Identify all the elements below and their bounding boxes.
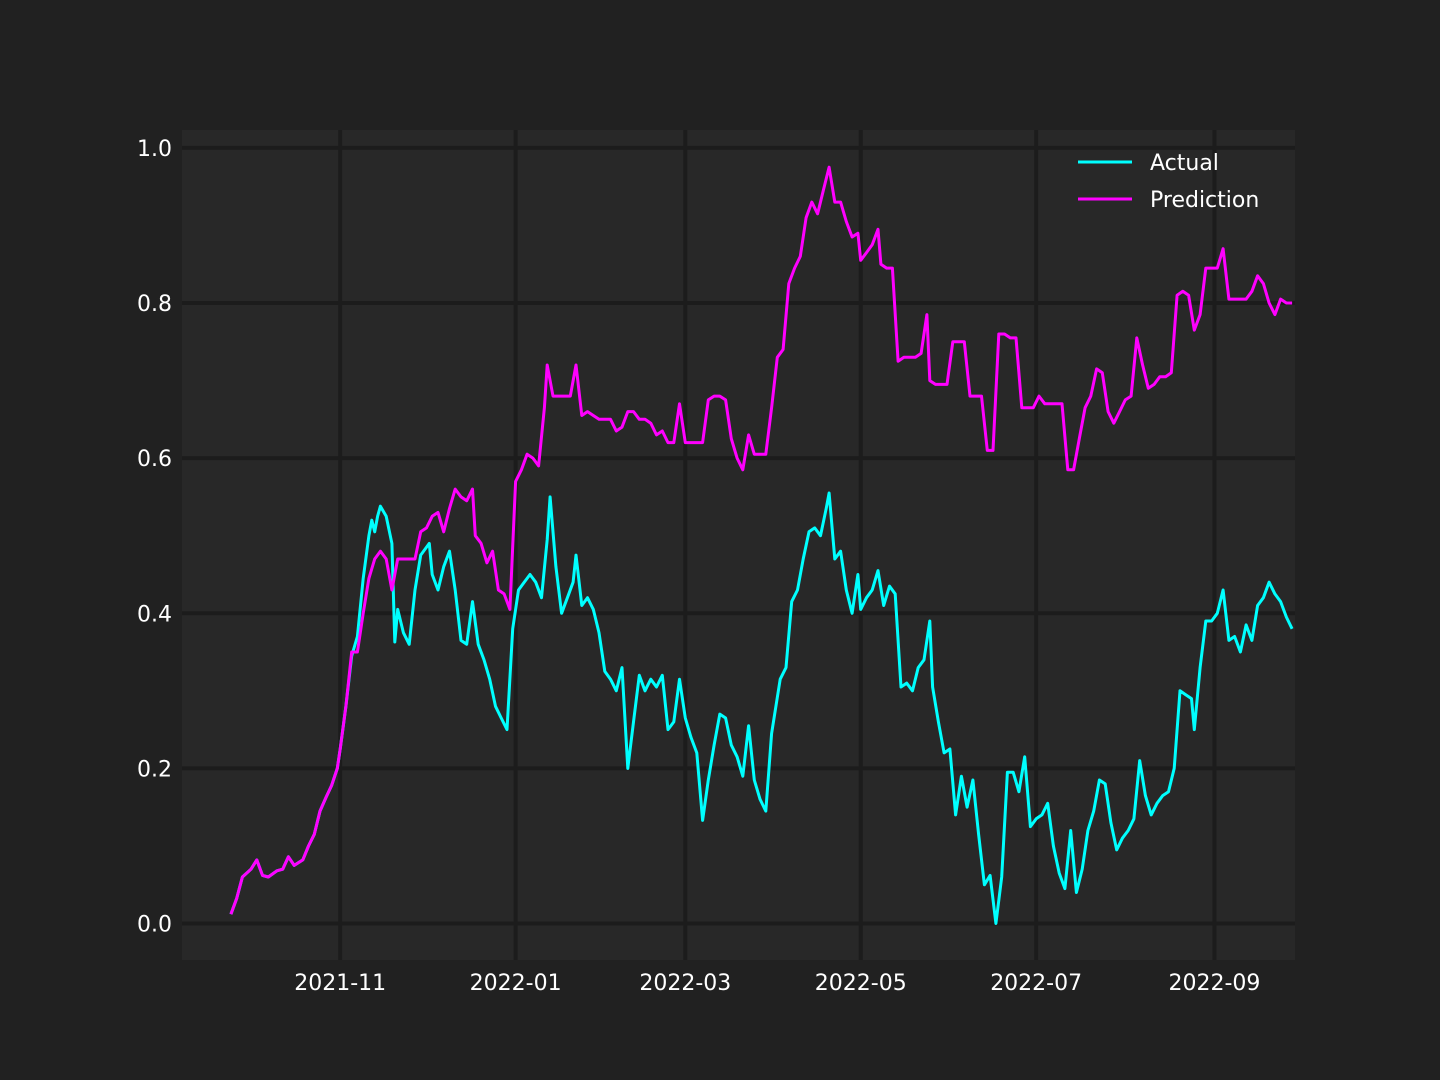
x-tick-label: 2022-05 bbox=[815, 971, 907, 996]
y-tick-label: 0.0 bbox=[137, 913, 172, 938]
x-tick-label: 2022-03 bbox=[639, 971, 731, 996]
x-tick-label: 2022-09 bbox=[1169, 971, 1261, 996]
x-tick-label: 2022-01 bbox=[470, 971, 562, 996]
series-line-prediction bbox=[229, 165, 1293, 915]
legend: Actual Prediction bbox=[1078, 151, 1259, 213]
y-axis: 0.0 0.2 0.4 0.6 0.8 1.0 bbox=[137, 137, 172, 938]
x-tick-label: 2022-07 bbox=[990, 971, 1082, 996]
series-lines bbox=[229, 165, 1294, 925]
x-axis: 2021-11 2022-01 2022-03 2022-05 2022-07 2022-… bbox=[294, 971, 1260, 996]
plot-area bbox=[182, 130, 1295, 960]
y-tick-label: 0.8 bbox=[137, 292, 172, 317]
y-tick-label: 0.4 bbox=[137, 602, 172, 627]
y-tick-label: 0.2 bbox=[137, 757, 172, 782]
y-tick-label: 1.0 bbox=[137, 137, 172, 162]
x-tick-label: 2021-11 bbox=[294, 971, 386, 996]
legend-label-prediction: Prediction bbox=[1150, 188, 1259, 213]
y-tick-label: 0.6 bbox=[137, 447, 172, 472]
legend-label-actual: Actual bbox=[1150, 151, 1219, 176]
series-line-actual bbox=[229, 491, 1294, 925]
